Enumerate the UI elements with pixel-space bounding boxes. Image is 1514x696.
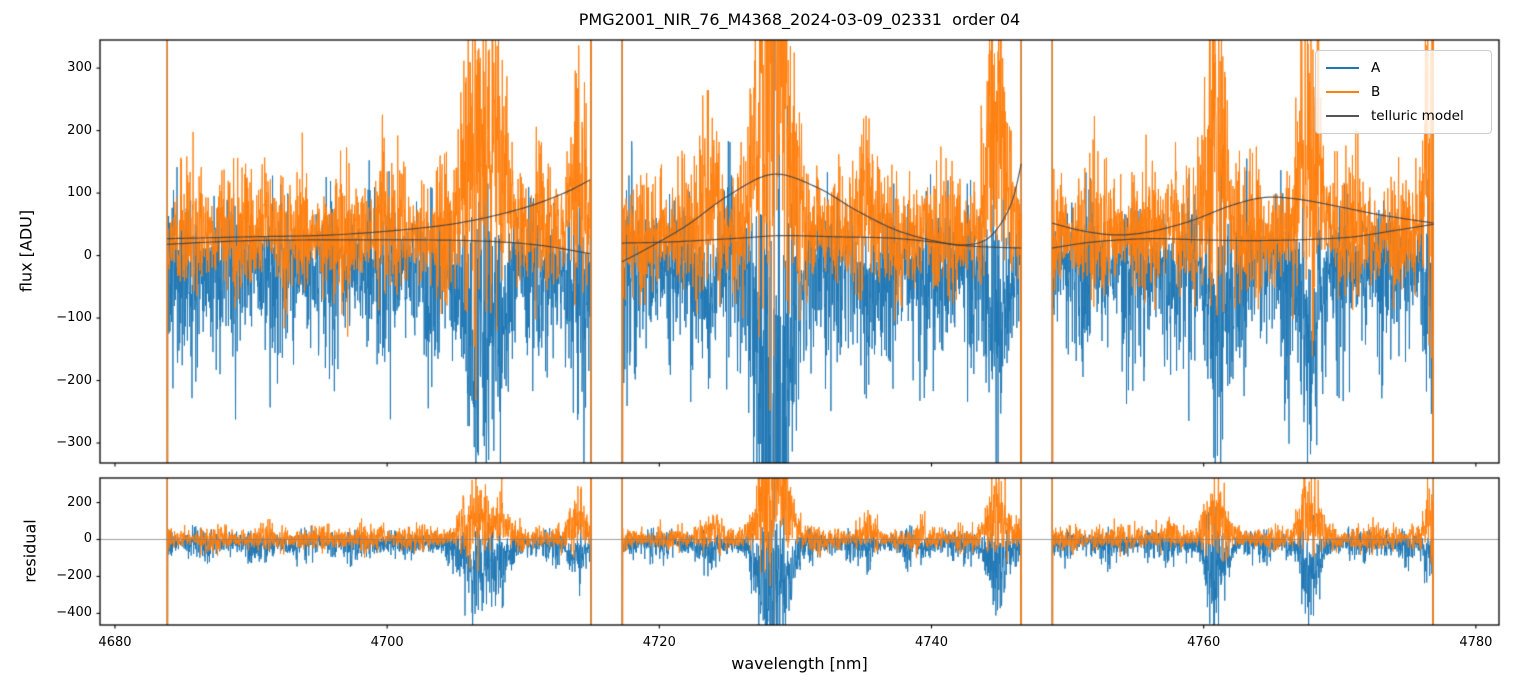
legend: A B telluric model <box>1315 50 1492 134</box>
legend-label-b: B <box>1371 84 1381 100</box>
x-tick-label: 4740 <box>914 635 949 650</box>
x-tick-label: 4780 <box>1459 635 1493 650</box>
x-axis-label: wavelength [nm] <box>731 654 868 673</box>
residual-y-tick-label: −400 <box>56 605 92 621</box>
legend-line-b-icon <box>1326 91 1359 93</box>
x-tick-label: 4700 <box>370 635 404 650</box>
flux-y-tick-label: 200 <box>67 122 92 138</box>
legend-line-a-icon <box>1326 67 1359 69</box>
legend-line-telluric-icon <box>1326 115 1359 117</box>
x-tick-label: 4720 <box>642 635 676 650</box>
flux-y-tick-label: −100 <box>56 310 92 326</box>
legend-item-telluric-model: telluric model <box>1326 108 1481 124</box>
residual-y-tick-label: −200 <box>56 568 92 584</box>
flux-y-tick-label: 100 <box>67 185 92 201</box>
residual-y-tick-label: 0 <box>83 531 92 547</box>
flux-y-tick-label: 0 <box>83 247 92 263</box>
flux-y-tick-label: −300 <box>56 435 92 450</box>
legend-item-b: B <box>1326 84 1481 100</box>
x-tick-label: 4680 <box>98 635 132 650</box>
legend-label-telluric-model: telluric model <box>1371 108 1464 124</box>
chart-title: PMG2001_NIR_76_M4368_2024-03-09_02331 or… <box>578 10 1021 29</box>
flux-y-tick-label: 300 <box>67 60 92 76</box>
residual-y-tick-label: 200 <box>67 494 92 510</box>
x-tick-label: 4760 <box>1187 635 1221 650</box>
legend-label-a: A <box>1371 60 1381 76</box>
legend-item-a: A <box>1326 60 1481 76</box>
flux-y-tick-label: −200 <box>56 372 92 388</box>
